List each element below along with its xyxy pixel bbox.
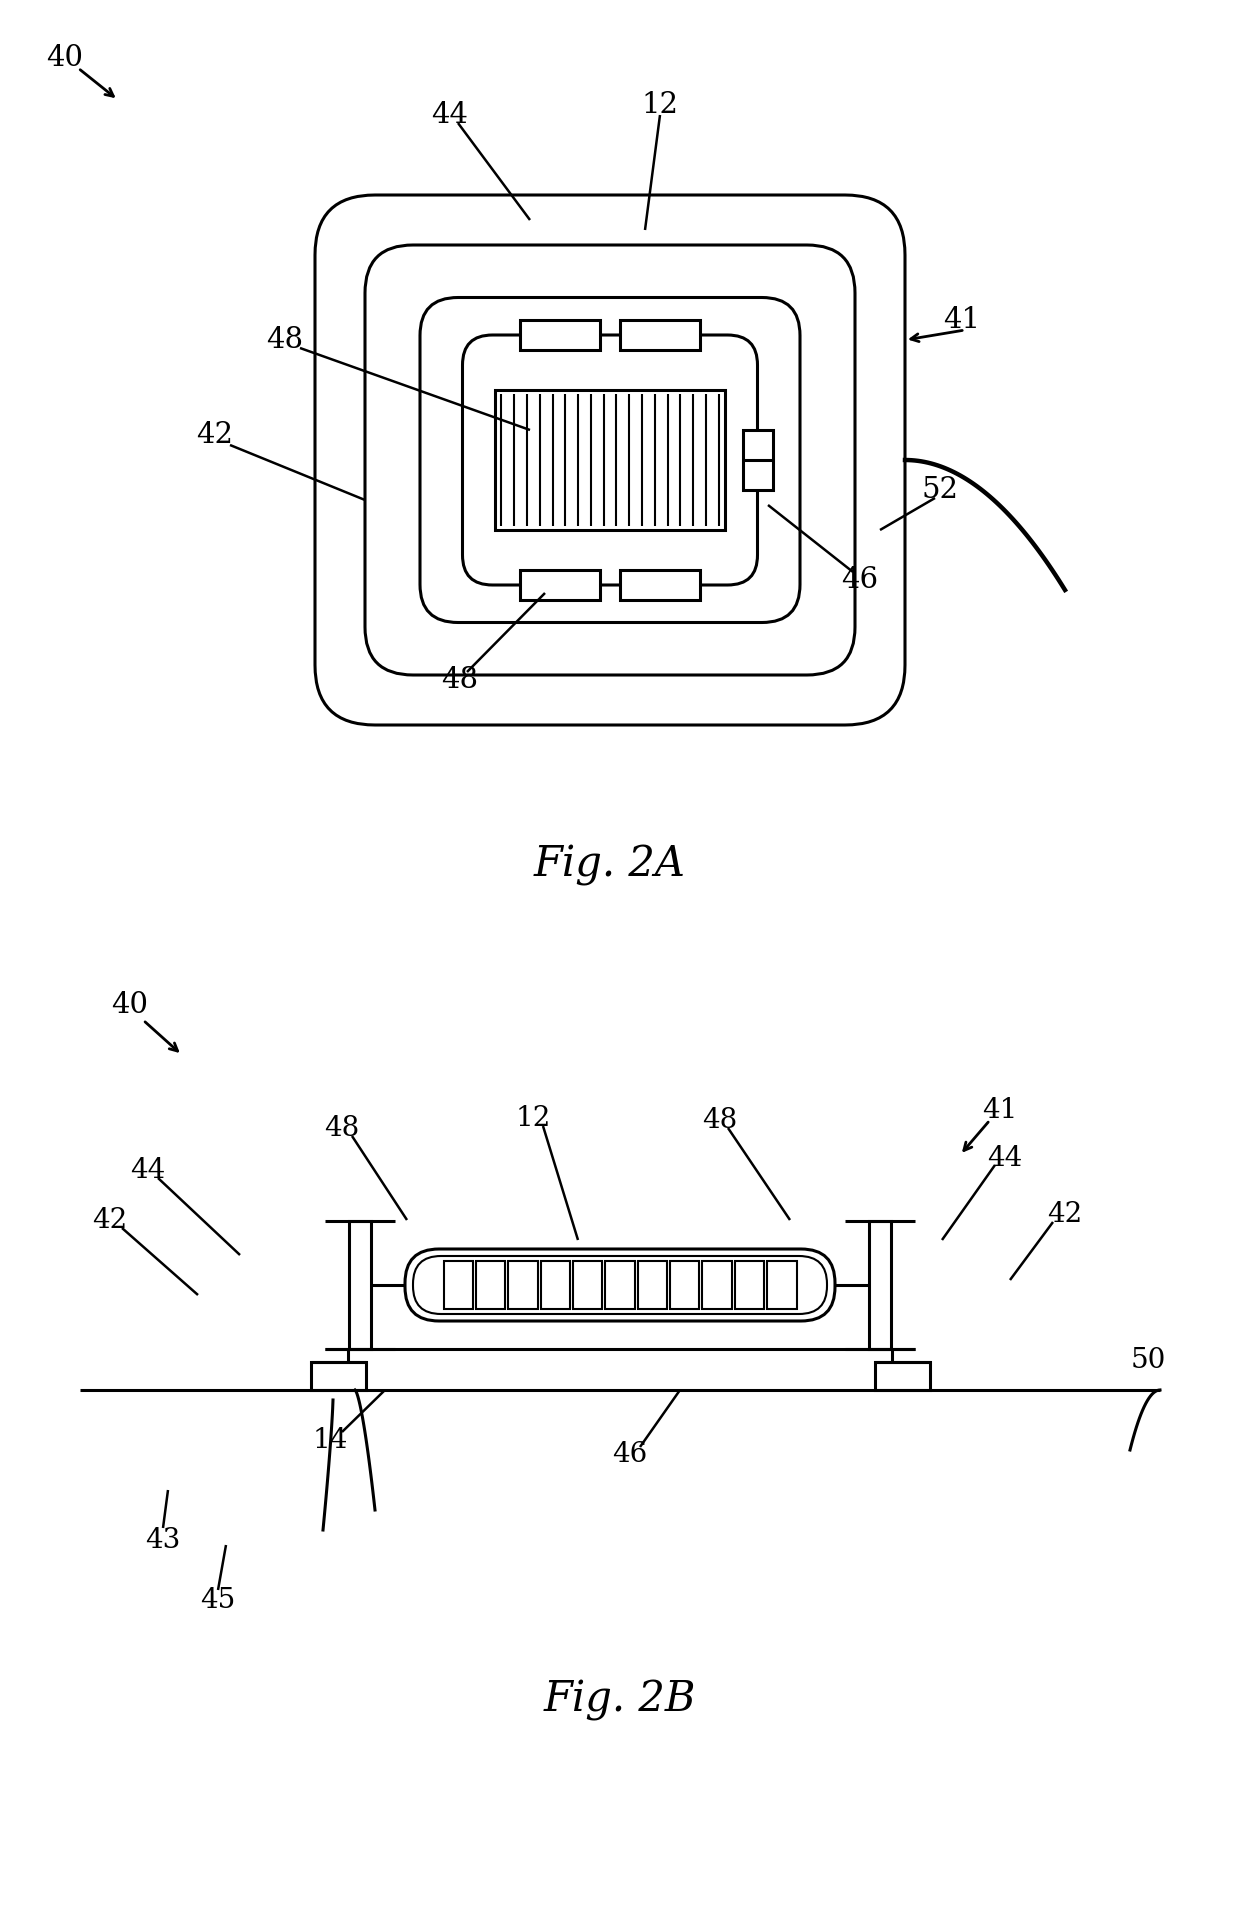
Bar	[620, 569, 701, 600]
Bar	[495, 390, 725, 530]
Text: 44: 44	[130, 1157, 166, 1184]
FancyBboxPatch shape	[405, 1248, 835, 1321]
Text: 44: 44	[432, 100, 469, 129]
Bar	[476, 1262, 505, 1310]
Bar	[541, 1262, 570, 1310]
Text: 48: 48	[702, 1107, 738, 1134]
Text: 40: 40	[112, 992, 149, 1019]
Text: 42: 42	[92, 1206, 128, 1233]
Bar	[874, 1362, 930, 1391]
Bar	[520, 320, 600, 349]
FancyBboxPatch shape	[413, 1256, 827, 1314]
Bar	[605, 1262, 635, 1310]
Text: Fig. 2A: Fig. 2A	[534, 845, 686, 885]
Bar	[735, 1262, 764, 1310]
Bar	[637, 1262, 667, 1310]
Text: 44: 44	[987, 1144, 1023, 1171]
Bar	[444, 1262, 472, 1310]
Bar	[508, 1262, 538, 1310]
Text: 46: 46	[613, 1441, 647, 1468]
Text: 48: 48	[325, 1115, 360, 1142]
Text: 52: 52	[921, 476, 959, 503]
Bar	[670, 1262, 699, 1310]
Text: 12: 12	[516, 1105, 551, 1132]
Text: Fig. 2B: Fig. 2B	[544, 1678, 696, 1721]
Bar	[768, 1262, 796, 1310]
Bar	[869, 1221, 892, 1348]
Text: 40: 40	[47, 44, 83, 71]
Bar	[520, 569, 600, 600]
Text: 41: 41	[942, 307, 980, 334]
Text: 46: 46	[842, 565, 879, 594]
Bar	[573, 1262, 603, 1310]
Text: 43: 43	[145, 1526, 181, 1553]
Text: 14: 14	[312, 1427, 347, 1453]
Bar	[702, 1262, 732, 1310]
Text: 45: 45	[201, 1586, 236, 1613]
Text: 50: 50	[1131, 1346, 1166, 1373]
Text: 42: 42	[196, 421, 233, 449]
Text: 48: 48	[441, 666, 479, 694]
Text: 12: 12	[641, 91, 678, 120]
Bar	[348, 1221, 371, 1348]
Text: 48: 48	[267, 326, 304, 355]
Bar	[620, 320, 701, 349]
Bar	[310, 1362, 366, 1391]
Text: 42: 42	[1048, 1202, 1083, 1229]
Bar	[743, 430, 773, 490]
Text: 41: 41	[982, 1096, 1018, 1123]
